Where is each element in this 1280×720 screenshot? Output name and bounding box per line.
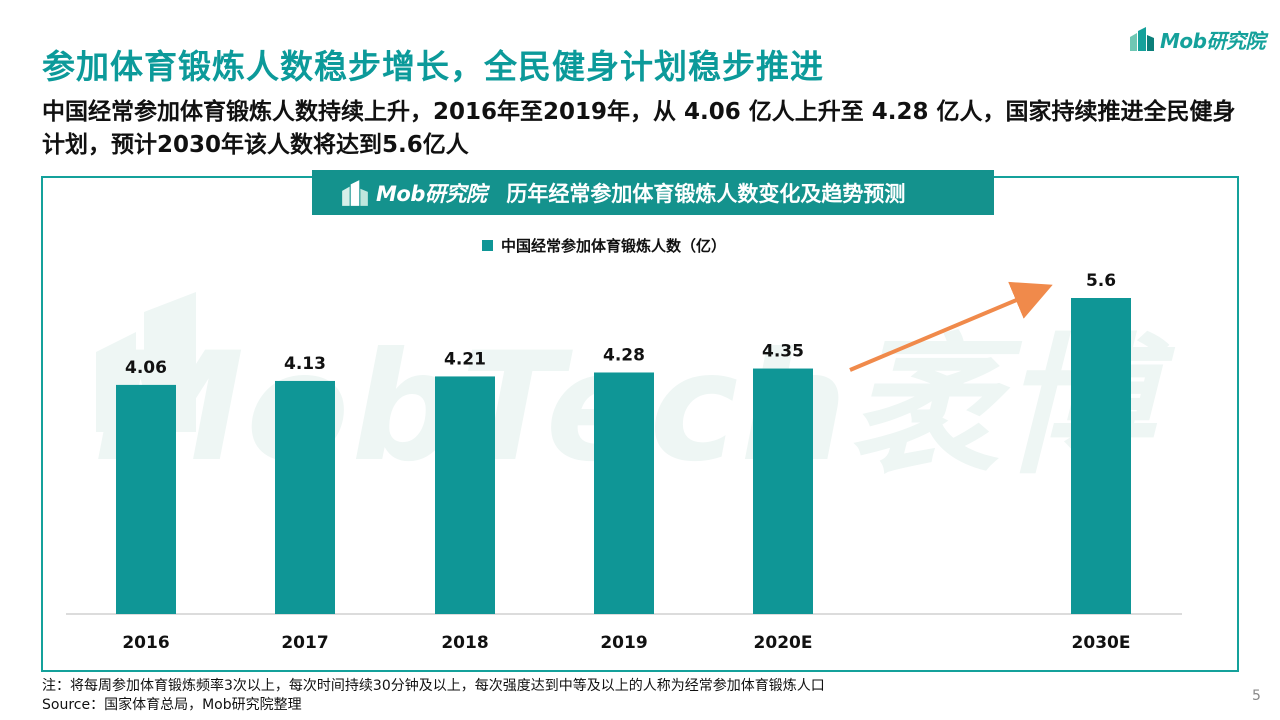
- x-tick-label-2030E: 2030E: [1072, 633, 1131, 653]
- data-label-2019: 4.28: [603, 345, 645, 365]
- legend-label: 中国经常参加体育锻炼人数（亿）: [501, 236, 727, 255]
- mob-logo-icon: [1130, 27, 1154, 51]
- x-tick-label-2019: 2019: [600, 633, 647, 653]
- data-label-2030E: 5.6: [1086, 271, 1116, 291]
- source-note: Source：国家体育总局，Mob研究院整理: [42, 697, 302, 713]
- bar-2020E: [753, 368, 813, 614]
- chart-header: Mob研究院 历年经常参加体育锻炼人数变化及趋势预测: [312, 170, 994, 215]
- chart-title: 历年经常参加体育锻炼人数变化及趋势预测: [506, 181, 906, 206]
- chart-legend: 中国经常参加体育锻炼人数（亿）: [482, 235, 726, 255]
- footnote: 注：将每周参加体育锻炼频率3次以上，每次时间持续30分钟及以上，每次强度达到中等…: [42, 678, 825, 694]
- mob-logo-text: Mob研究院: [1160, 28, 1265, 53]
- x-tick-label-2020E: 2020E: [754, 633, 813, 653]
- mob-header-icon: [342, 179, 368, 206]
- bar-2018: [435, 376, 495, 614]
- legend-swatch: [482, 239, 493, 251]
- page-subtitle: 中国经常参加体育锻炼人数持续上升，2016年至2019年，从 4.06 亿人上升…: [42, 99, 1236, 158]
- chart-header-brand: Mob研究院: [376, 181, 487, 206]
- mob-logo: Mob研究院: [1128, 22, 1265, 56]
- data-label-2020E: 4.35: [762, 342, 804, 362]
- x-tick-label-2016: 2016: [122, 633, 169, 653]
- data-label-2017: 4.13: [284, 354, 326, 374]
- data-label-2018: 4.21: [444, 349, 486, 369]
- page-number: 5: [1252, 688, 1261, 704]
- data-label-2016: 4.06: [125, 358, 167, 378]
- x-tick-label-2017: 2017: [281, 633, 328, 653]
- trend-arrow: [849, 281, 1053, 372]
- page-title: 参加体育锻炼人数稳步增长，全民健身计划稳步推进: [42, 47, 824, 86]
- bar-2017: [275, 380, 335, 614]
- bar-2030E: [1071, 298, 1131, 614]
- bar-2019: [594, 372, 654, 614]
- bar-2016: [116, 384, 176, 614]
- x-tick-label-2018: 2018: [441, 633, 488, 653]
